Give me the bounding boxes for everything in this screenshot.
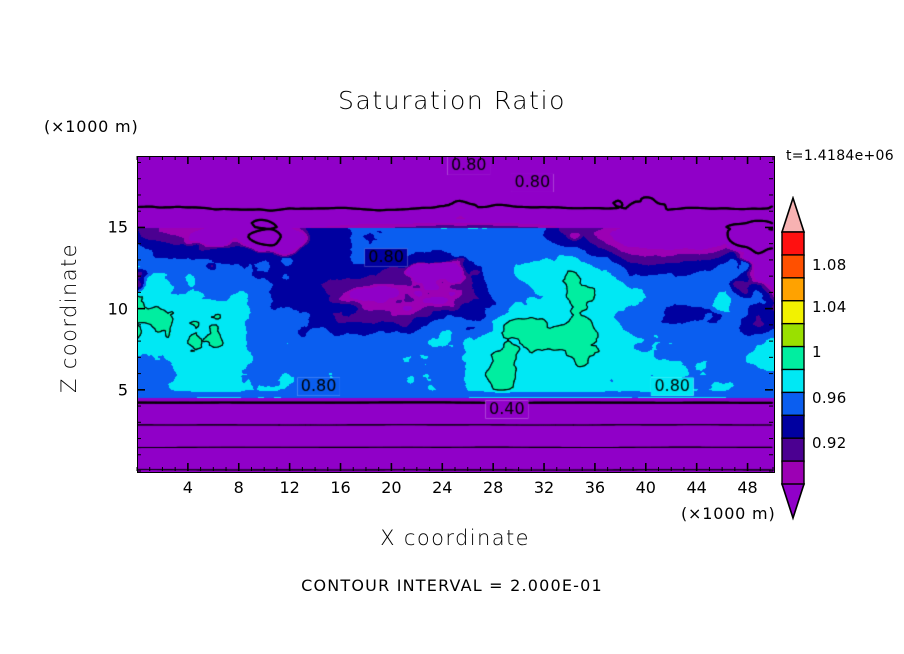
contour-plot-area — [137, 156, 775, 473]
y-tick-label: 15 — [107, 217, 128, 237]
colorbar-swatch — [781, 254, 805, 280]
x-tick-label: 28 — [482, 478, 504, 497]
page-title: Saturation Ratio — [337, 86, 567, 115]
colorbar-swatch — [781, 437, 805, 463]
colorbar-swatch — [781, 300, 805, 325]
x-tick-label: 40 — [635, 478, 656, 497]
y-tick-label: 10 — [107, 299, 128, 319]
colorbar-tick-label: 1.08 — [812, 256, 847, 274]
colorbar-tick-label: 1 — [812, 343, 822, 361]
colorbar-swatch — [781, 277, 805, 302]
contour-interval-note: CONTOUR INTERVAL = 2.000E-01 — [301, 576, 603, 595]
x-tick-label: 12 — [279, 478, 300, 497]
y-axis-title: Z coordinate — [57, 243, 81, 393]
colorbar-swatch — [781, 368, 805, 394]
x-tick-label: 8 — [233, 478, 244, 497]
x-tick-label: 4 — [182, 478, 193, 497]
colorbar-over-triangle — [780, 196, 806, 233]
colorbar-under-triangle — [780, 483, 806, 521]
contour-field — [138, 157, 774, 472]
x-tick-label: 48 — [737, 478, 758, 497]
x-tick-label: 44 — [686, 478, 707, 497]
colorbar-swatch — [781, 322, 805, 348]
colorbar-tick-label: 0.92 — [812, 434, 847, 452]
colorbar-swatch — [781, 460, 805, 486]
colorbar-swatch — [781, 414, 805, 440]
x-tick-label: 16 — [330, 478, 351, 497]
x-axis-title: X coordinate — [380, 526, 530, 550]
x-axis-units-label: (×1000 m) — [681, 504, 776, 523]
colorbar-swatch — [781, 231, 805, 257]
colorbar — [780, 196, 806, 521]
y-axis-units-label: (×1000 m) — [44, 117, 139, 136]
colorbar-swatch — [781, 345, 805, 371]
x-tick-label: 20 — [381, 478, 402, 497]
x-tick-label: 32 — [533, 478, 555, 497]
y-tick-label: 5 — [117, 380, 128, 400]
x-tick-label: 24 — [432, 478, 453, 497]
colorbar-tick-label: 1.04 — [812, 298, 847, 316]
x-tick-label: 36 — [584, 478, 606, 497]
colorbar-tick-label: 0.96 — [812, 389, 847, 407]
colorbar-swatch — [781, 391, 805, 417]
time-annotation: t=1.4184e+06 — [786, 148, 894, 164]
